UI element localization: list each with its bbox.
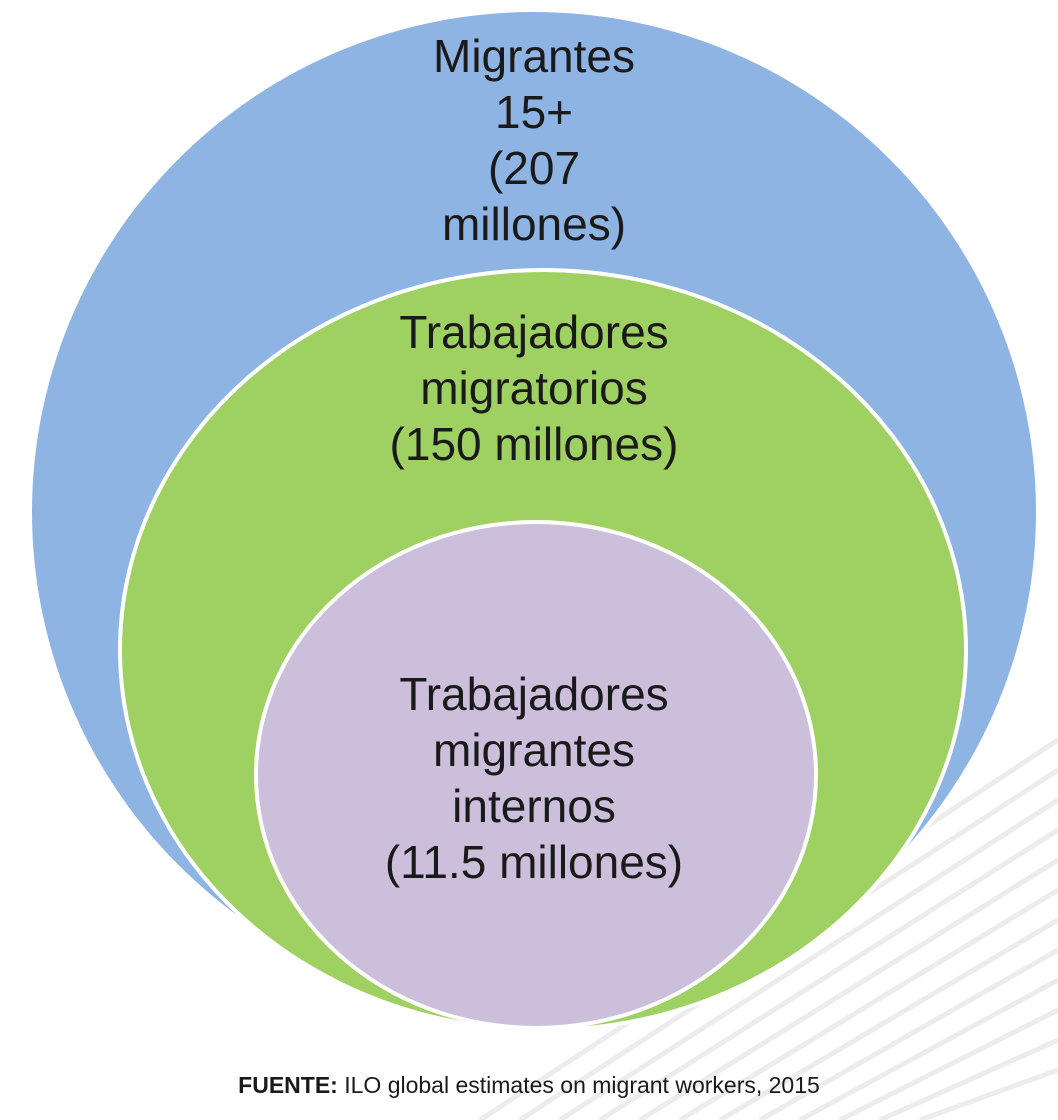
label-line: migratorios <box>420 362 648 414</box>
label-line: (207 <box>487 142 581 194</box>
label-line: Trabajadores <box>399 306 669 358</box>
label-line: (11.5 millones) <box>384 836 684 888</box>
label-trabajadores-migratorios: Trabajadores migratorios (150 millones) <box>334 304 734 472</box>
label-line: internos <box>452 780 616 832</box>
label-line: migrantes <box>433 724 635 776</box>
label-line: (150 millones) <box>389 418 679 470</box>
label-migrantes: Migrantes 15+ (207 millones) <box>384 28 684 252</box>
label-trabajadores-migrantes-internos: Trabajadores migrantes internos (11.5 mi… <box>334 666 734 890</box>
label-line: Migrantes <box>433 30 635 82</box>
label-line: 15+ <box>494 86 574 138</box>
label-line: Trabajadores <box>399 668 669 720</box>
source-key: FUENTE: <box>238 1072 338 1098</box>
circle-trabajadores-migrantes-internos <box>254 520 818 1030</box>
source-caption: FUENTE: ILO global estimates on migrant … <box>0 1072 1058 1099</box>
source-text: ILO global estimates on migrant workers,… <box>344 1072 820 1098</box>
label-line: millones) <box>441 198 627 250</box>
